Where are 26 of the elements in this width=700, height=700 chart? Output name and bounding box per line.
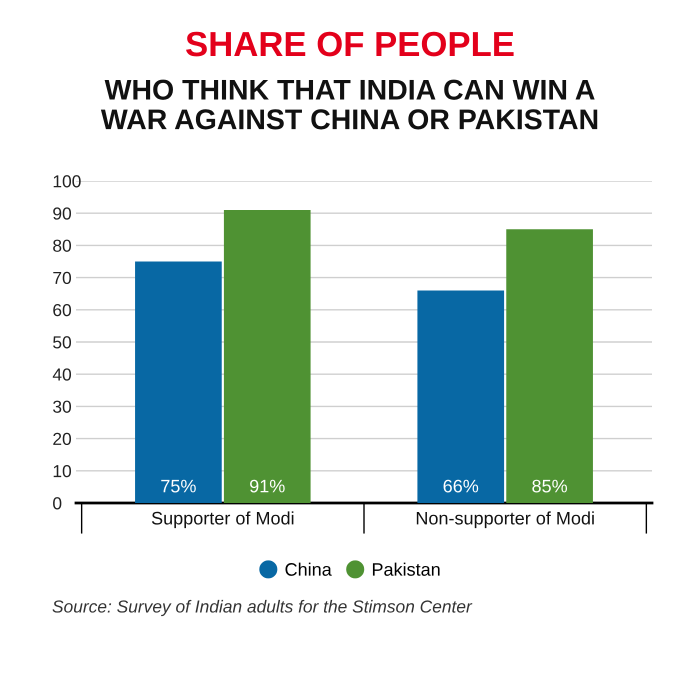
x-tick-label: Non-supporter of Modi: [416, 511, 594, 528]
bar: [506, 229, 593, 503]
y-tick-label: 30: [53, 400, 72, 413]
y-tick-label: 20: [53, 432, 72, 446]
bar: [224, 210, 311, 503]
legend-label: Pakistan: [372, 562, 440, 576]
y-tick-label: 50: [53, 336, 72, 348]
y-tick-label: 80: [53, 240, 72, 252]
y-tick-label: 90: [53, 207, 72, 220]
y-tick-label: 10: [54, 464, 72, 478]
data-label: 75%: [161, 480, 196, 492]
data-label: 85%: [532, 480, 568, 492]
legend-label: China: [285, 562, 332, 576]
data-label: 91%: [250, 480, 285, 492]
y-tick-label: 100: [54, 175, 81, 188]
chart-subtitle: WHO THINK THAT INDIA CAN WIN A WAR AGAINST CHINA OR PAKISTAN: [100, 80, 598, 130]
data-label: 66%: [444, 480, 478, 492]
y-tick-label: 0: [53, 497, 62, 510]
chart-title: SHARE OF PEOPLE: [186, 32, 514, 56]
bar: [417, 290, 504, 503]
y-tick-label: 70: [53, 272, 72, 284]
bar: [135, 262, 222, 503]
source-note: Source: Survey of Indian adults for the Stimson Center: [52, 600, 472, 616]
y-tick-label: 60: [53, 304, 72, 316]
x-tick-label: Supporter of Modi: [152, 511, 294, 528]
y-tick-label: 40: [52, 368, 72, 381]
